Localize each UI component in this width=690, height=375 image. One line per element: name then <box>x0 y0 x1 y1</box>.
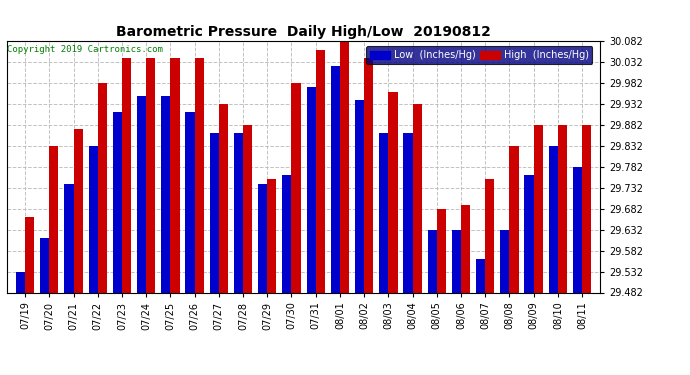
Legend: Low  (Inches/Hg), High  (Inches/Hg): Low (Inches/Hg), High (Inches/Hg) <box>366 46 593 64</box>
Bar <box>524 175 533 292</box>
Bar <box>404 134 413 292</box>
Bar <box>485 180 495 292</box>
Bar <box>258 184 267 292</box>
Bar <box>112 112 122 292</box>
Bar <box>243 125 253 292</box>
Bar <box>340 41 349 292</box>
Bar <box>291 83 301 292</box>
Bar <box>88 146 98 292</box>
Bar <box>316 50 325 292</box>
Bar <box>306 87 316 292</box>
Bar <box>452 230 461 292</box>
Bar <box>170 58 179 292</box>
Bar <box>74 129 83 292</box>
Bar <box>364 58 373 292</box>
Bar <box>413 104 422 292</box>
Bar <box>98 83 107 292</box>
Bar <box>234 134 243 292</box>
Bar <box>25 217 34 292</box>
Bar <box>428 230 437 292</box>
Bar <box>161 96 170 292</box>
Bar <box>122 58 131 292</box>
Bar <box>476 259 485 292</box>
Bar <box>461 204 471 292</box>
Bar <box>282 175 291 292</box>
Bar <box>380 134 388 292</box>
Bar <box>267 180 277 292</box>
Bar <box>549 146 558 292</box>
Bar <box>355 100 364 292</box>
Bar <box>500 230 509 292</box>
Bar <box>137 96 146 292</box>
Bar <box>388 92 397 292</box>
Bar <box>437 209 446 292</box>
Bar <box>195 58 204 292</box>
Bar <box>49 146 59 292</box>
Bar <box>16 272 25 292</box>
Bar <box>64 184 74 292</box>
Bar <box>219 104 228 292</box>
Text: Copyright 2019 Cartronics.com: Copyright 2019 Cartronics.com <box>7 45 163 54</box>
Bar <box>40 238 49 292</box>
Bar <box>573 167 582 292</box>
Bar <box>146 58 155 292</box>
Bar <box>533 125 543 292</box>
Bar <box>509 146 519 292</box>
Bar <box>331 66 340 292</box>
Bar <box>582 125 591 292</box>
Bar <box>210 134 219 292</box>
Bar <box>186 112 195 292</box>
Bar <box>558 125 567 292</box>
Title: Barometric Pressure  Daily High/Low  20190812: Barometric Pressure Daily High/Low 20190… <box>116 25 491 39</box>
